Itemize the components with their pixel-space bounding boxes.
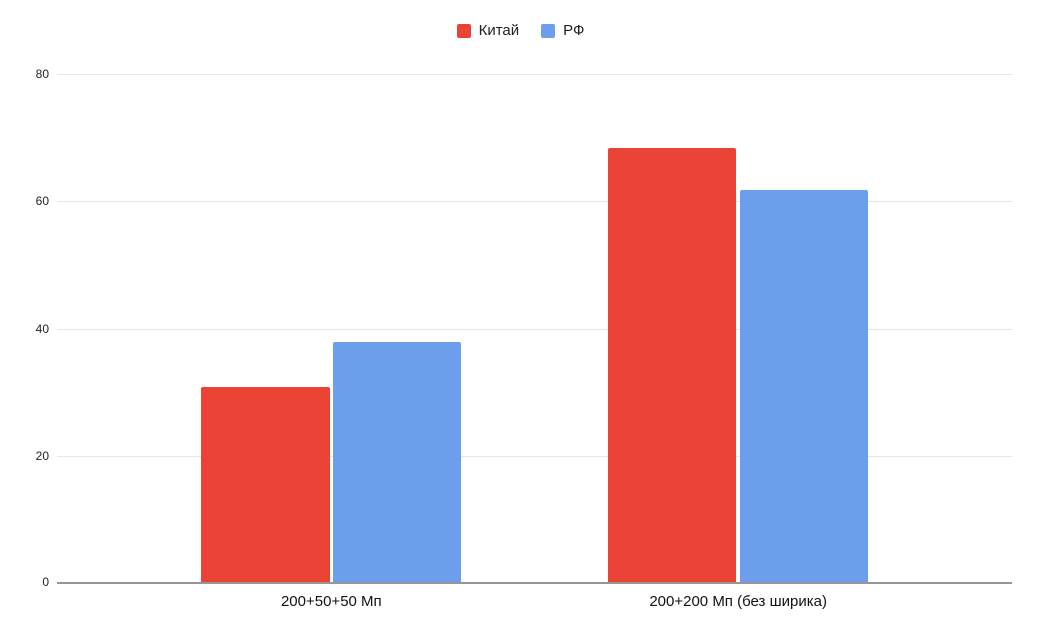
legend-item-1: РФ <box>541 22 584 39</box>
bar-РФ-0 <box>332 342 462 584</box>
y-tick-label: 80 <box>35 67 49 81</box>
legend-swatch-icon <box>541 23 556 38</box>
legend-label: РФ <box>563 22 585 39</box>
gridline: 80 <box>36 68 1012 80</box>
y-tick-label: 40 <box>35 321 49 336</box>
bar-РФ-1 <box>739 189 869 584</box>
x-category-label: 200+200 Мп (без ширика) <box>649 593 827 610</box>
bar-Китай-1 <box>608 148 737 584</box>
x-axis-line: 0 <box>42 576 1012 588</box>
legend-swatch-icon <box>456 23 471 38</box>
x-category-label: 200+50+50 Мп <box>280 593 382 610</box>
chart-legend: Китай РФ <box>0 22 1041 39</box>
gridline: 60 <box>36 195 1012 207</box>
y-tick-label: 0 <box>42 575 49 589</box>
bar-Китай-0 <box>201 386 330 584</box>
y-tick-label: 60 <box>35 194 49 209</box>
gridline: 20 <box>36 450 1012 462</box>
plot-area: 0 20 40 60 80 200+50+50 Мп 200+200 Мп (без шир… <box>36 68 1012 610</box>
legend-item-0: Китай <box>456 22 520 39</box>
gridline: 40 <box>36 323 1012 335</box>
y-tick-label: 20 <box>35 448 49 463</box>
legend-label: Китай <box>478 22 520 39</box>
